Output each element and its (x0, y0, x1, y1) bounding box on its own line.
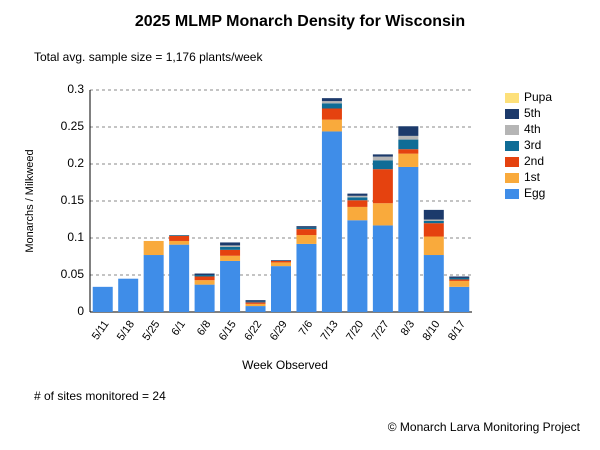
bar-segment (347, 206, 368, 221)
bar-segment (194, 275, 215, 277)
bar-segment (194, 273, 215, 275)
bar-segment (220, 246, 241, 250)
bar-segment (423, 223, 444, 237)
y-tick-label: 0.15 (61, 193, 85, 207)
bar-segment (423, 219, 444, 221)
bar-segment (245, 306, 266, 312)
bar-segment (347, 197, 368, 201)
bar-segment (194, 280, 215, 285)
bar-segment (321, 108, 342, 120)
bar-segment (271, 260, 291, 263)
y-tick-label: 0 (77, 304, 84, 318)
y-tick-label: 0.05 (61, 267, 85, 281)
bar-segment (169, 235, 190, 236)
legend-label: 2nd (524, 154, 544, 168)
bar-segment (220, 249, 241, 256)
bar-segment (169, 235, 190, 241)
bar-segment (321, 119, 342, 132)
legend-swatch (505, 141, 519, 151)
bar-segment (245, 303, 266, 307)
bar-segment (372, 160, 393, 170)
bar-segment (118, 278, 139, 312)
bar-segment (347, 220, 368, 312)
bar-segment (347, 193, 368, 196)
legend-swatch (505, 173, 519, 183)
bar-segment (296, 235, 317, 244)
bar-segment (220, 260, 241, 312)
bar-segment (271, 262, 291, 267)
legend-label: Pupa (524, 90, 552, 104)
bar-segment (423, 236, 444, 256)
bar-segment (449, 277, 470, 280)
bar-segment (143, 240, 164, 256)
legend-label: 1st (524, 170, 541, 184)
bar-segment (321, 131, 342, 312)
legend-swatch (505, 157, 519, 167)
bar-segment (372, 225, 393, 312)
legend-swatch (505, 125, 519, 135)
legend-swatch (505, 93, 519, 103)
bar-segment (449, 276, 470, 278)
bar-segment (398, 139, 419, 150)
bar-segment (449, 286, 470, 312)
bar-segment (92, 286, 113, 312)
bar-segment (449, 280, 470, 287)
legend-label: 4th (524, 122, 541, 136)
bar-segment (449, 279, 470, 281)
bar-segment (296, 229, 317, 236)
legend-label: Egg (524, 186, 545, 200)
bar-segment (321, 98, 342, 102)
legend-swatch (505, 189, 519, 199)
bar-segment (398, 149, 419, 154)
y-tick-label: 0.25 (61, 119, 85, 133)
bar-segment (245, 300, 266, 302)
legend-label: 3rd (524, 138, 541, 152)
legend-swatch (505, 109, 519, 119)
bar-segment (372, 154, 393, 157)
bar-segment (245, 301, 266, 303)
bar-segment (220, 255, 241, 261)
bar-segment (423, 209, 444, 220)
bar-segment (169, 244, 190, 312)
bar-segment (347, 200, 368, 207)
x-axis-label: Week Observed (242, 358, 328, 372)
y-tick-label: 0.2 (67, 156, 84, 170)
bar-segment (372, 156, 393, 161)
bar-segment (296, 226, 317, 228)
bar-segment (296, 243, 317, 312)
footnote: # of sites monitored = 24 (34, 389, 166, 403)
chart-title: 2025 MLMP Monarch Density for Wisconsin (135, 13, 465, 30)
bar-segment (321, 103, 342, 109)
bar-segment (169, 240, 190, 245)
bar-segment (220, 242, 241, 246)
bar-segment (398, 135, 419, 140)
bar-segment (372, 169, 393, 204)
bar-segment (372, 203, 393, 226)
y-tick-label: 0.3 (67, 82, 84, 96)
bar-segment (347, 195, 368, 198)
bar-segment (398, 153, 419, 167)
bar-segment (398, 126, 419, 136)
bar-segment (423, 255, 444, 312)
credit: © Monarch Larva Monitoring Project (388, 420, 581, 434)
bar-segment (245, 302, 266, 304)
legend-label: 5th (524, 106, 541, 120)
bar-segment (271, 266, 291, 312)
y-axis-label: Monarchs / Milkweed (24, 149, 36, 252)
bar-segment (220, 245, 241, 247)
bar-segment (423, 220, 444, 224)
bar-segment (143, 255, 164, 312)
bar-segment (398, 166, 419, 312)
bar-segment (271, 260, 291, 261)
bar-segment (194, 276, 215, 281)
bar-segment (296, 227, 317, 230)
bar-segment (321, 101, 342, 104)
bar-segment (194, 284, 215, 312)
y-tick-label: 0.1 (67, 230, 84, 244)
subtitle: Total avg. sample size = 1,176 plants/we… (34, 50, 263, 64)
